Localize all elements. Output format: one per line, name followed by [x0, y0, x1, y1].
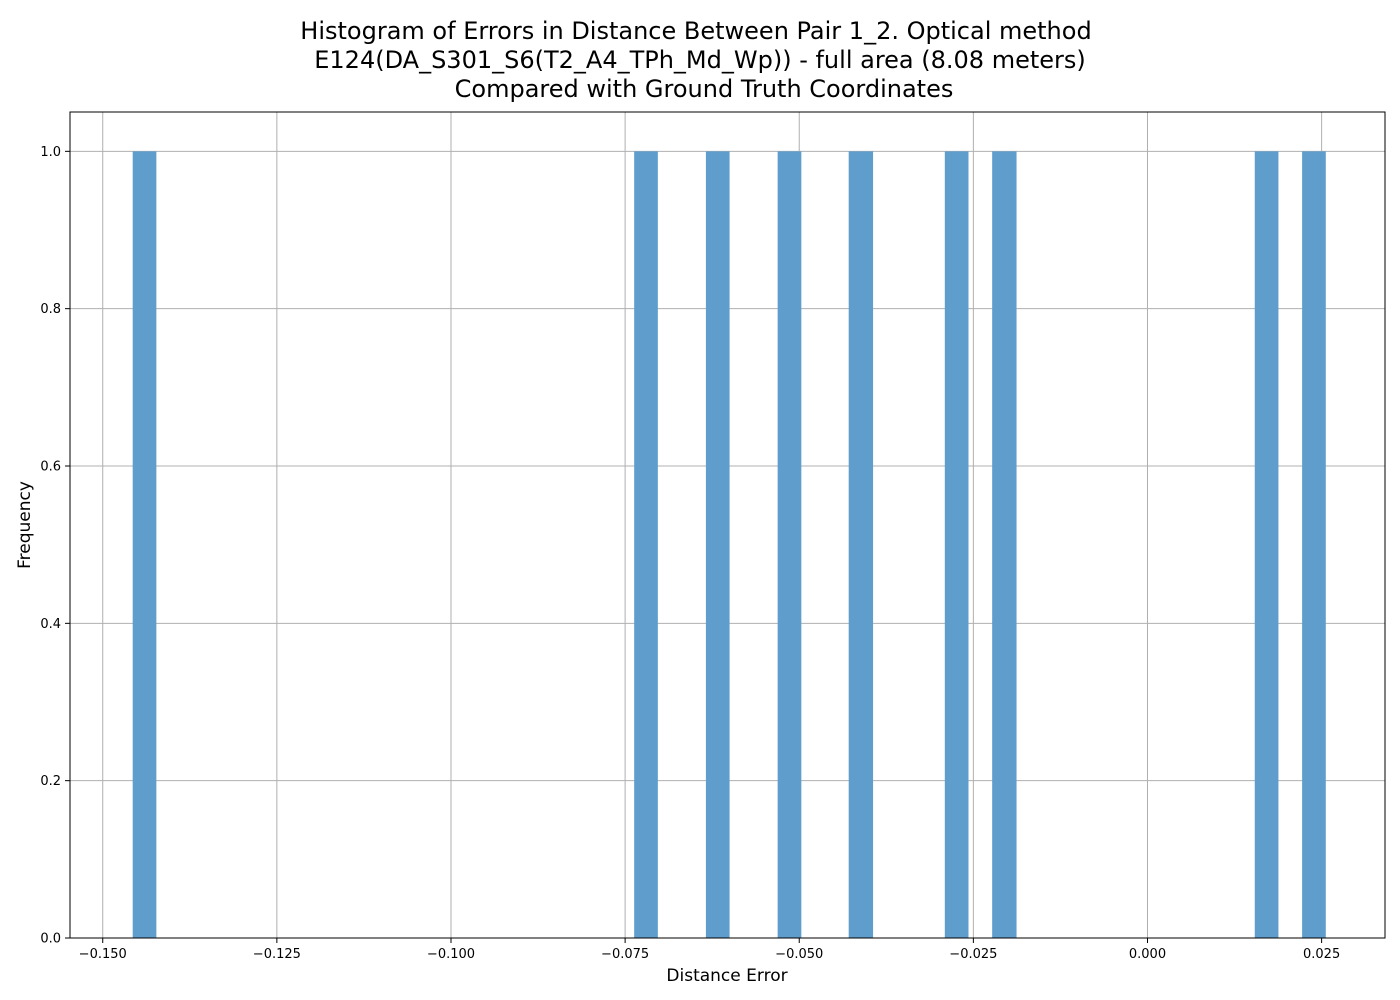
histogram-bar — [705, 151, 730, 939]
x-tick-label: 0.025 — [1303, 947, 1340, 962]
x-tick-label: −0.150 — [79, 947, 127, 962]
x-tick-label: −0.125 — [253, 947, 301, 962]
x-axis-ticks: −0.150 −0.125 −0.100 −0.075 −0.050 −0.025 0.00… — [79, 938, 1340, 962]
x-tick-label: −0.075 — [601, 947, 649, 962]
y-tick-label: 0.2 — [40, 774, 61, 789]
plot-area-frame — [69, 111, 1386, 939]
histogram-bar — [1254, 151, 1279, 939]
y-tick-label: 0.6 — [40, 460, 61, 475]
y-tick-label: 0.8 — [40, 302, 61, 317]
chart-title-line-2: E124(DA_S301_S6(T2_A4_TPh_Md_Wp)) - full… — [314, 46, 1086, 74]
histogram-bar — [992, 151, 1017, 939]
histogram-bar — [944, 151, 969, 939]
histogram-bar — [132, 151, 157, 939]
y-axis-label: Frequency — [15, 481, 35, 569]
x-tick-label: −0.025 — [949, 947, 997, 962]
x-tick-label: −0.100 — [427, 947, 475, 962]
histogram-bar — [777, 151, 802, 939]
chart-title-line-3: Compared with Ground Truth Coordinates — [455, 75, 954, 103]
histogram-bars — [132, 151, 1326, 939]
x-axis-label: Distance Error — [666, 966, 787, 986]
y-axis-ticks: 0.0 0.2 0.4 0.6 0.8 1.0 — [40, 145, 70, 947]
y-tick-label: 1.0 — [40, 145, 61, 160]
histogram-bar — [1302, 151, 1326, 939]
y-tick-label: 0.4 — [40, 617, 61, 632]
chart-title-line-1: Histogram of Errors in Distance Between … — [300, 17, 1091, 45]
histogram-bar — [634, 151, 658, 939]
histogram-bar — [848, 151, 874, 939]
x-tick-label: 0.000 — [1129, 947, 1166, 962]
y-tick-label: 0.0 — [40, 932, 61, 947]
x-tick-label: −0.050 — [775, 947, 823, 962]
